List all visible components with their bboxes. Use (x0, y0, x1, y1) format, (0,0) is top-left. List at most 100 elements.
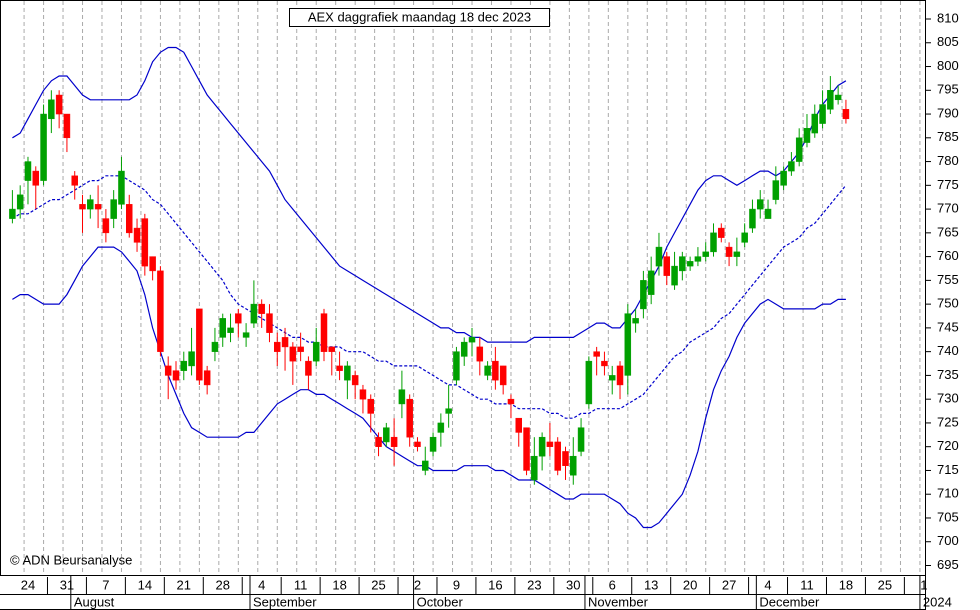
candle-body (803, 128, 811, 143)
candle-body (694, 256, 702, 262)
y-tick-label: 785 (937, 129, 959, 144)
candle-body (398, 389, 406, 405)
candle-body (141, 218, 149, 267)
candle-body (336, 365, 343, 371)
y-tick-label: 715 (937, 462, 959, 477)
candle-body (266, 313, 273, 333)
y-tick-label: 755 (937, 272, 959, 287)
candle-body (235, 313, 242, 324)
candle-body (655, 246, 663, 267)
candle-body (788, 161, 795, 172)
candle-body (16, 194, 24, 210)
x-tick-label: 16 (488, 577, 502, 592)
candle-body (258, 303, 265, 314)
candle-body (484, 365, 491, 376)
candle-body (227, 327, 234, 333)
plot-frame (0, 0, 926, 576)
candle-body (126, 204, 133, 234)
candle-body (297, 346, 304, 352)
candle-body (87, 199, 94, 210)
candle-body (476, 346, 484, 362)
y-tick-label: 720 (937, 438, 959, 453)
x-tick-label: 9 (453, 577, 460, 592)
month-label: September (253, 594, 317, 609)
month-label: October (417, 594, 464, 609)
candle-body (538, 436, 546, 457)
band-line (12, 46, 847, 343)
candle-body (710, 232, 717, 253)
candle-body (756, 199, 764, 210)
candle-body (562, 451, 569, 466)
candle-body (79, 204, 86, 210)
candle-body (764, 208, 772, 219)
y-tick-label: 770 (937, 201, 959, 216)
candle-body (686, 261, 694, 267)
candle-body (289, 346, 297, 362)
candle-body (102, 218, 110, 234)
candle-body (344, 365, 351, 381)
candle-body (640, 280, 647, 310)
candle-body (375, 436, 382, 447)
y-tick-label: 745 (937, 319, 959, 334)
y-tick-label: 800 (937, 58, 959, 73)
candle-body (110, 199, 117, 219)
candle-body (671, 265, 678, 286)
candle-body (585, 360, 593, 405)
candle-body (383, 427, 390, 443)
candle-body (741, 232, 748, 243)
y-tick-label: 810 (937, 10, 959, 25)
candle-body (819, 104, 826, 124)
month-label: August (74, 594, 115, 609)
candle-body (827, 90, 834, 110)
candle-body (242, 332, 250, 338)
candle-body (842, 109, 850, 120)
candle-body (795, 137, 803, 162)
title-box (289, 8, 550, 27)
x-tick-label: 20 (683, 577, 697, 592)
x-tick-label: 24 (21, 577, 35, 592)
candle-body (390, 436, 398, 447)
y-tick-label: 740 (937, 343, 959, 358)
candle-body (414, 441, 421, 447)
candle-body (811, 113, 819, 134)
candle-body (834, 94, 842, 101)
candle-body (445, 408, 452, 414)
chart-title: AEX daggrafiek maandag 18 dec 2023 (308, 9, 531, 24)
x-tick-label: 4 (258, 577, 265, 592)
month-label: December (759, 594, 820, 609)
candle-body (531, 455, 538, 481)
y-tick-label: 775 (937, 177, 959, 192)
candle-body (616, 365, 624, 386)
x-tick-label: 14 (138, 577, 152, 592)
candle-body (328, 346, 336, 352)
candle-body (281, 337, 289, 348)
candle-body (55, 94, 63, 115)
candle-body (780, 170, 787, 186)
candle-body (24, 161, 32, 181)
x-tick-label: 28 (215, 577, 229, 592)
y-tick-label: 730 (937, 391, 959, 406)
y-tick-label: 780 (937, 153, 959, 168)
month-label: 2024 (923, 594, 952, 609)
candle-body (164, 365, 172, 376)
candle-body (172, 370, 180, 381)
y-tick-label: 725 (937, 414, 959, 429)
candle-body (351, 375, 359, 386)
candle-body (94, 204, 102, 210)
candle-body (180, 360, 188, 371)
x-tick-label: 13 (644, 577, 658, 592)
y-tick-label: 735 (937, 367, 959, 382)
y-tick-label: 760 (937, 248, 959, 263)
candle-body (211, 341, 219, 352)
candle-body (320, 313, 328, 352)
candle-body (305, 360, 312, 376)
x-tick-label: 31 (60, 577, 74, 592)
y-tick-label: 705 (937, 509, 959, 524)
x-tick-label: 18 (839, 577, 853, 592)
candle-body (608, 375, 616, 381)
band-line (12, 246, 846, 529)
y-tick-label: 805 (937, 34, 959, 49)
candle-body (63, 113, 71, 139)
x-tick-label: 23 (527, 577, 541, 592)
x-tick-label: 27 (722, 577, 736, 592)
